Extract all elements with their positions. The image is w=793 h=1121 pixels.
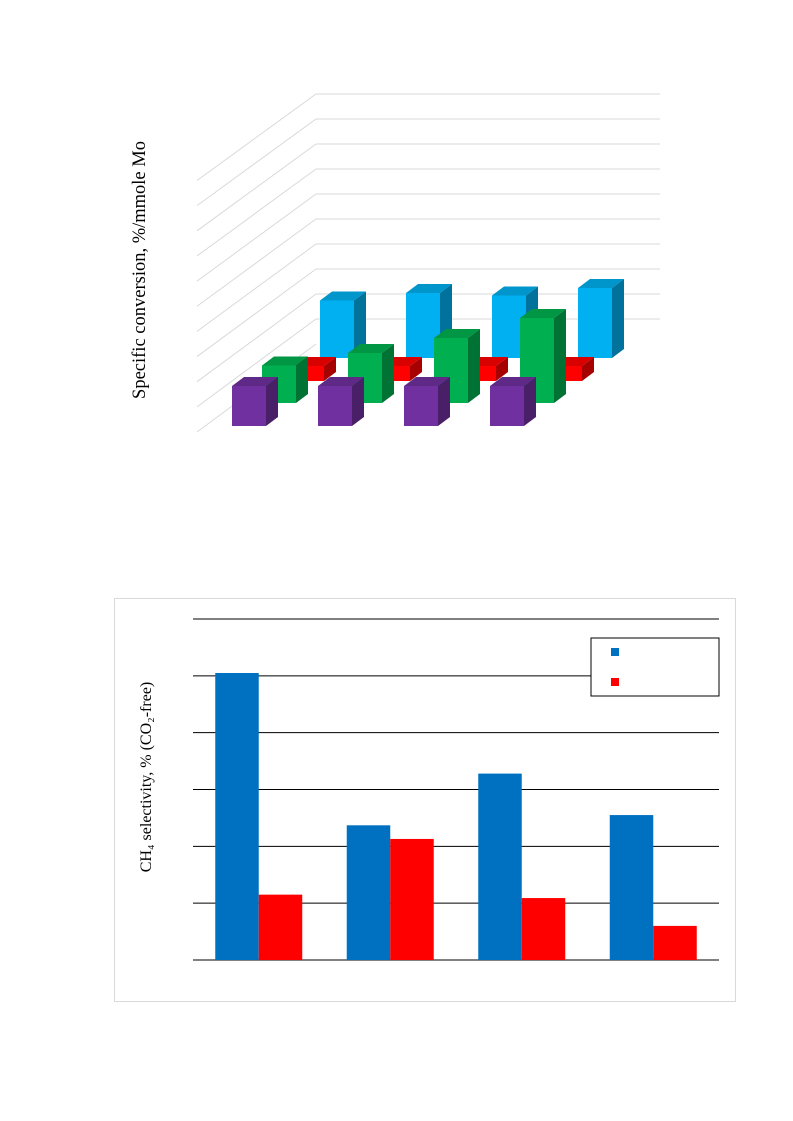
chart1-gridlines	[196, 93, 660, 433]
bar-front-face	[490, 386, 524, 426]
chart1-bar	[434, 329, 480, 403]
chart2-bar	[258, 894, 303, 960]
bar-front-face	[318, 386, 352, 426]
chart2-bar	[521, 898, 566, 960]
chart1-bar	[404, 377, 450, 426]
chart1-bars	[232, 279, 624, 426]
bar-side-face	[438, 377, 450, 426]
bar-top-face	[320, 291, 366, 301]
gridline-side	[196, 118, 317, 207]
bar-top-face	[490, 377, 536, 386]
bar-side-face	[582, 357, 594, 381]
chart1-bar	[318, 377, 364, 426]
chart2-y-axis-title: CH₄ selectivity, % (CO₂-free)	[138, 682, 155, 873]
bar-top-face	[492, 286, 538, 296]
bar-top-face	[520, 309, 566, 318]
gridline-side	[196, 168, 317, 257]
bar-top-face	[318, 377, 364, 386]
bar-front-face	[578, 288, 612, 358]
chart2-bar	[390, 838, 434, 960]
chart1-y-axis-title: Specific conversion, %/mmole Mo	[130, 141, 150, 399]
bar-side-face	[554, 309, 566, 403]
chart1-bar	[320, 291, 366, 358]
gridline-side	[196, 318, 317, 408]
bar-top-face	[434, 329, 480, 338]
bar-side-face	[354, 291, 366, 358]
ch4-selectivity-bar-chart: CH₄ selectivity, % (CO₂-free)	[138, 618, 720, 961]
bar-side-face	[382, 344, 394, 403]
gridline-side	[196, 143, 317, 232]
legend-swatch	[611, 678, 619, 686]
chart2-bar	[653, 925, 697, 960]
legend-box	[590, 637, 720, 697]
gridline-side	[196, 93, 317, 181]
bar-side-face	[324, 357, 336, 381]
chart2-bar	[478, 773, 522, 960]
chart1-bar	[490, 377, 536, 426]
bar-top-face	[404, 377, 450, 386]
bar-front-face	[404, 386, 438, 426]
chart2-bar	[346, 825, 391, 960]
chart2-bar	[215, 672, 259, 960]
gridline-side	[196, 268, 317, 357]
gridline-side	[196, 243, 317, 332]
ch4-selectivity-chart-frame: CH₄ selectivity, % (CO₂-free)	[114, 598, 736, 1002]
specific-conversion-3d-bar-chart: Specific conversion, %/mmole Mo	[130, 93, 660, 433]
chart2-bars	[215, 672, 697, 960]
chart1-bar	[578, 279, 624, 358]
bar-top-face	[262, 356, 308, 366]
gridline-side	[196, 218, 317, 307]
bar-side-face	[410, 357, 422, 381]
gridline-side	[196, 193, 317, 282]
bar-top-face	[348, 344, 394, 353]
chart2-legend	[590, 637, 720, 697]
bar-side-face	[496, 357, 508, 381]
bar-top-face	[232, 377, 278, 386]
bar-front-face	[320, 300, 354, 358]
bar-side-face	[612, 279, 624, 358]
bar-top-face	[406, 284, 452, 293]
bar-side-face	[524, 377, 536, 426]
bar-side-face	[266, 377, 278, 426]
bar-front-face	[232, 386, 266, 426]
bar-top-face	[578, 279, 624, 288]
chart1-bar	[232, 377, 278, 426]
gridline-side	[196, 293, 317, 383]
bar-side-face	[468, 329, 480, 403]
bar-side-face	[352, 377, 364, 426]
legend-swatch	[611, 648, 619, 656]
chart2-bar	[609, 815, 654, 960]
bar-side-face	[296, 356, 308, 403]
